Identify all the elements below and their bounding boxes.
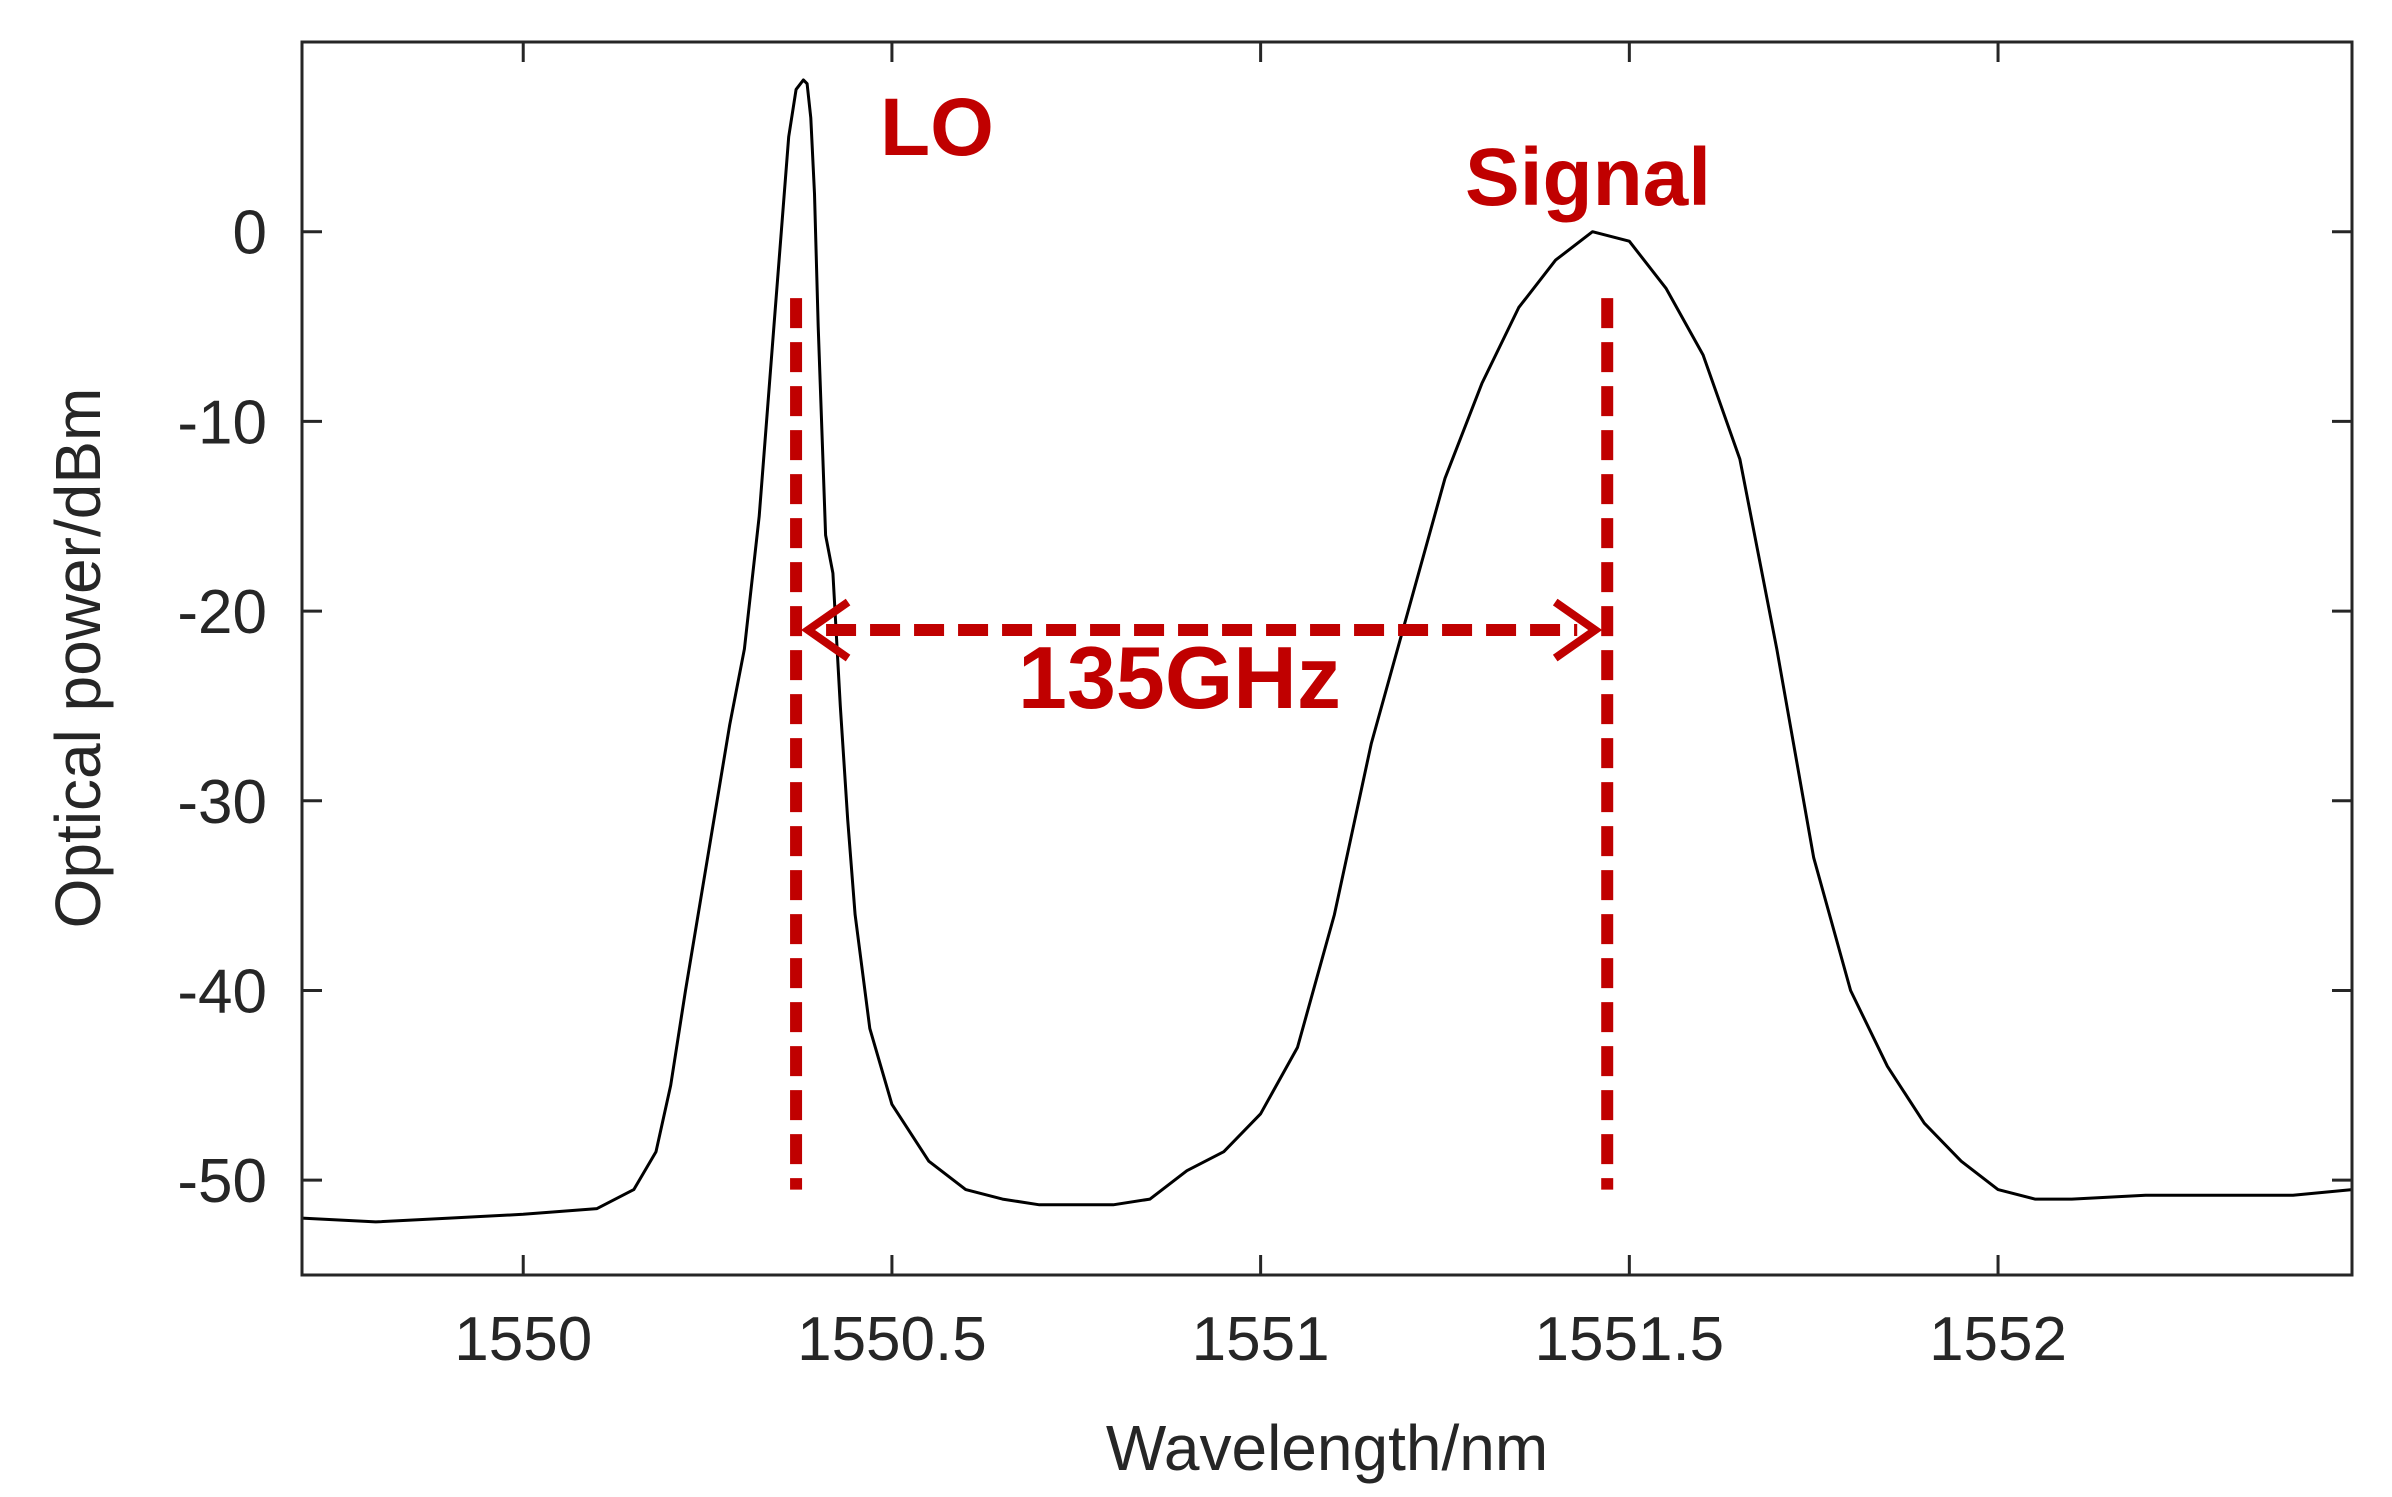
spacing-arrow-left-head <box>801 598 851 662</box>
lo-label: LO <box>880 82 994 173</box>
x-tick-label: 1552 <box>1929 1305 2067 1374</box>
x-tick-label: 1550.5 <box>797 1305 987 1374</box>
spectrum-line <box>301 78 2353 1224</box>
y-tick-label: -20 <box>177 578 267 647</box>
x-tick-label: 1551.5 <box>1535 1305 1725 1374</box>
plot-frame <box>300 40 2354 1277</box>
x-axis-title: Wavelength/nm <box>1106 1412 1548 1484</box>
y-axis-title: Optical power/dBm <box>42 388 114 929</box>
y-tick-label: -30 <box>177 768 267 837</box>
y-tick-label: -50 <box>177 1147 267 1216</box>
spacing-arrow-right-head <box>1552 598 1603 662</box>
annotation-layer: LO Signal 135GHz <box>790 82 1711 1190</box>
x-tick-label: 1550 <box>454 1305 592 1374</box>
y-tick-label: -40 <box>177 957 267 1026</box>
y-tick-label: -10 <box>177 388 267 457</box>
spacing-label: 135GHz <box>1018 628 1341 727</box>
signal-label: Signal <box>1465 132 1711 223</box>
y-tick-label: 0 <box>233 199 267 268</box>
ticks-layer: 1550 1550.5 1551 1551.5 1552 0 -10 -20 -30 -40 -50 <box>177 42 2352 1374</box>
x-tick-label: 1551 <box>1192 1305 1330 1374</box>
